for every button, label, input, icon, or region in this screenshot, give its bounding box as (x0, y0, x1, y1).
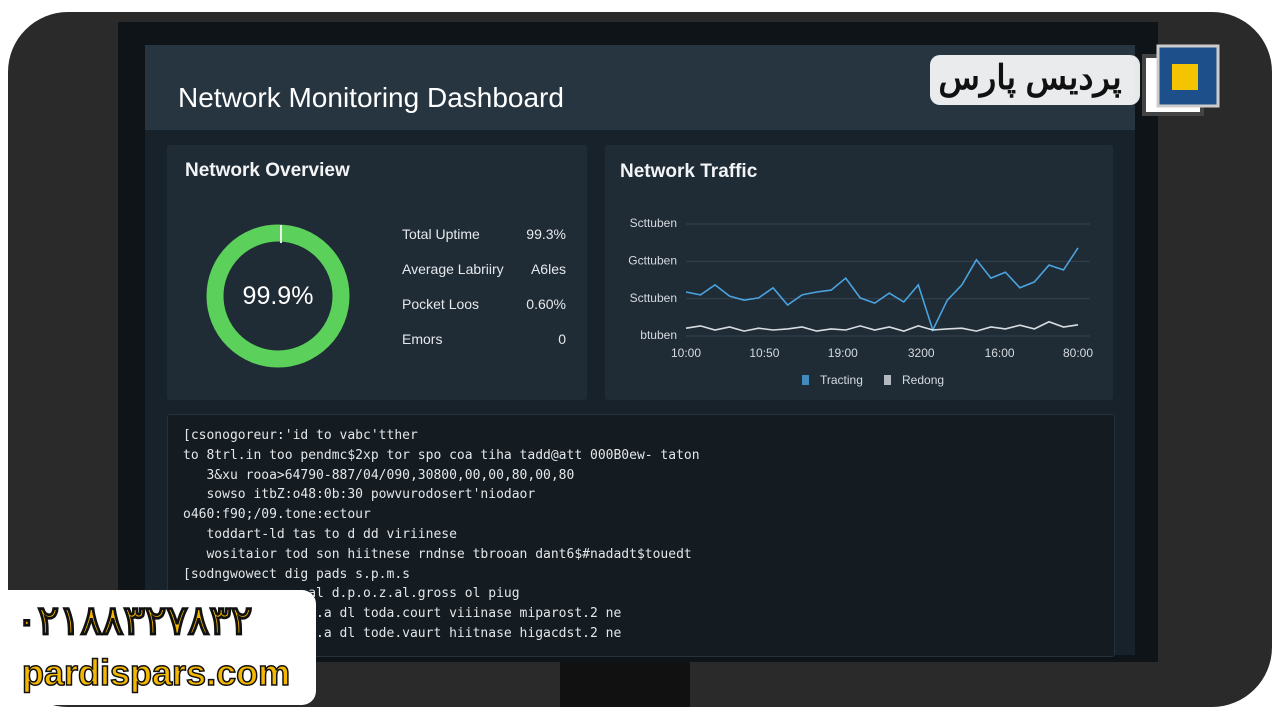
x-label: 16:00 (985, 346, 1015, 360)
terminal-line: 3&xu rooa>64790-887/04/090,30800,00,00,8… (183, 467, 575, 483)
y-label: Scttuben (630, 216, 677, 230)
stat-value: 99.3% (526, 226, 566, 242)
stat-value: A6les (530, 261, 566, 277)
x-label: 19:00 (828, 346, 858, 360)
terminal-line: o460:f90;/09.tone:ectour (183, 507, 371, 523)
stat-label: Pocket Loos (402, 296, 480, 312)
y-label: Gcttuben (628, 254, 677, 268)
overview-panel (167, 145, 587, 400)
terminal-line: [csonogoreur:'id to vabc'tther (183, 428, 418, 443)
x-label: 3200 (908, 346, 935, 360)
terminal-line: toddart-ld tas to d dd viriinese (183, 526, 457, 542)
terminal-line: [sodngwowect dig pads s.p.m.s (183, 566, 410, 582)
stat-value: 0.60% (526, 296, 566, 312)
overview-title: Network Overview (185, 160, 350, 181)
x-label: 10:00 (671, 346, 701, 360)
terminal: [csonogoreur:'id to vabc'tther to 8trl.in… (183, 426, 700, 644)
terminal-line: sowso itbZ:o48:0b:30 powvurodosert'nioda… (183, 487, 536, 503)
legend-label: Tracting (820, 373, 863, 387)
x-label: 10:50 (749, 346, 779, 360)
x-label: 80:00 (1063, 346, 1093, 360)
gauge-value: 99.9% (242, 282, 314, 310)
logo-core (1172, 64, 1198, 90)
website: pardispars.com (21, 651, 291, 694)
legend-swatch (802, 375, 809, 385)
stat-label: Emors (402, 331, 443, 347)
stat-label: Total Uptime (402, 226, 480, 242)
traffic-line (685, 320, 1079, 332)
terminal-panel (167, 414, 1115, 657)
traffic-panel (605, 145, 1113, 400)
legend-swatch (884, 375, 891, 385)
traffic-title: Network Traffic (620, 161, 758, 182)
brand-box (930, 55, 1140, 105)
dashboard-title: Network Monitoring Dashboard (178, 82, 564, 113)
y-label: btuben (640, 328, 677, 342)
legend-label: Redong (902, 373, 944, 387)
y-label: Scttuben (630, 291, 677, 305)
gauge (206, 224, 350, 368)
contact-box (0, 590, 316, 705)
brand-logo (1142, 44, 1220, 116)
gauge-ring (206, 224, 350, 368)
stat-label: Average Labriiry (402, 261, 504, 277)
stand (560, 662, 690, 707)
brand-name: پردیس پارس (938, 59, 1122, 97)
terminal-line: wositaior tod son hiitnese rndnse tbrooa… (183, 546, 692, 562)
traffic-line (685, 247, 1079, 333)
traffic-chart: btuben Scttuben Gcttuben Scttuben 10:00 10:50… (628, 216, 1093, 387)
terminal-line: a.a dl tode.vaurt hiitnase higacdst.2 ne (183, 625, 622, 641)
terminal-line: to 8trl.in too pendmc$2xp tor spo coa ti… (183, 447, 700, 463)
terminal-line: al d.p.o.z.al.gross ol piug (183, 586, 520, 602)
phone: ۰۲۱۸۸۳۲۷۸۳۲ (15, 598, 253, 644)
stat-value: 0 (558, 331, 566, 347)
